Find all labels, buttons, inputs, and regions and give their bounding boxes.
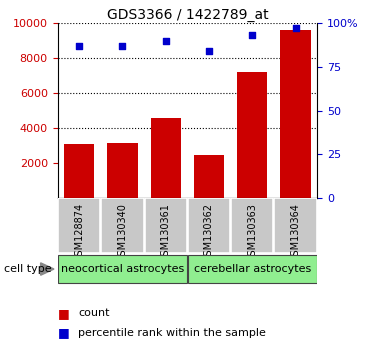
Text: GSM130364: GSM130364 <box>290 202 301 262</box>
FancyBboxPatch shape <box>58 198 100 253</box>
Text: GSM130340: GSM130340 <box>118 202 127 262</box>
Text: GSM130361: GSM130361 <box>161 202 171 262</box>
Bar <box>64 144 94 198</box>
FancyBboxPatch shape <box>231 198 273 253</box>
Text: percentile rank within the sample: percentile rank within the sample <box>78 328 266 338</box>
Text: cerebellar astrocytes: cerebellar astrocytes <box>194 264 311 274</box>
FancyBboxPatch shape <box>188 255 317 283</box>
Bar <box>237 72 267 198</box>
Bar <box>280 30 311 198</box>
Bar <box>151 118 181 198</box>
Point <box>163 38 169 44</box>
Title: GDS3366 / 1422789_at: GDS3366 / 1422789_at <box>106 8 268 22</box>
FancyBboxPatch shape <box>58 255 187 283</box>
Text: cell type: cell type <box>4 264 51 274</box>
FancyBboxPatch shape <box>101 198 144 253</box>
Text: ■: ■ <box>58 307 69 320</box>
Text: ■: ■ <box>58 326 69 339</box>
Bar <box>194 155 224 198</box>
FancyBboxPatch shape <box>188 198 230 253</box>
Text: neocortical astrocytes: neocortical astrocytes <box>61 264 184 274</box>
Point <box>206 48 212 54</box>
Text: count: count <box>78 308 109 318</box>
FancyBboxPatch shape <box>275 198 317 253</box>
Bar <box>107 143 138 198</box>
FancyBboxPatch shape <box>145 198 187 253</box>
Point <box>249 33 255 38</box>
Point <box>293 25 299 31</box>
Text: GSM130362: GSM130362 <box>204 202 214 262</box>
Point <box>119 43 125 48</box>
Polygon shape <box>41 263 54 275</box>
Text: GSM130363: GSM130363 <box>247 202 257 262</box>
Text: GSM128874: GSM128874 <box>74 202 84 262</box>
Point <box>76 43 82 48</box>
